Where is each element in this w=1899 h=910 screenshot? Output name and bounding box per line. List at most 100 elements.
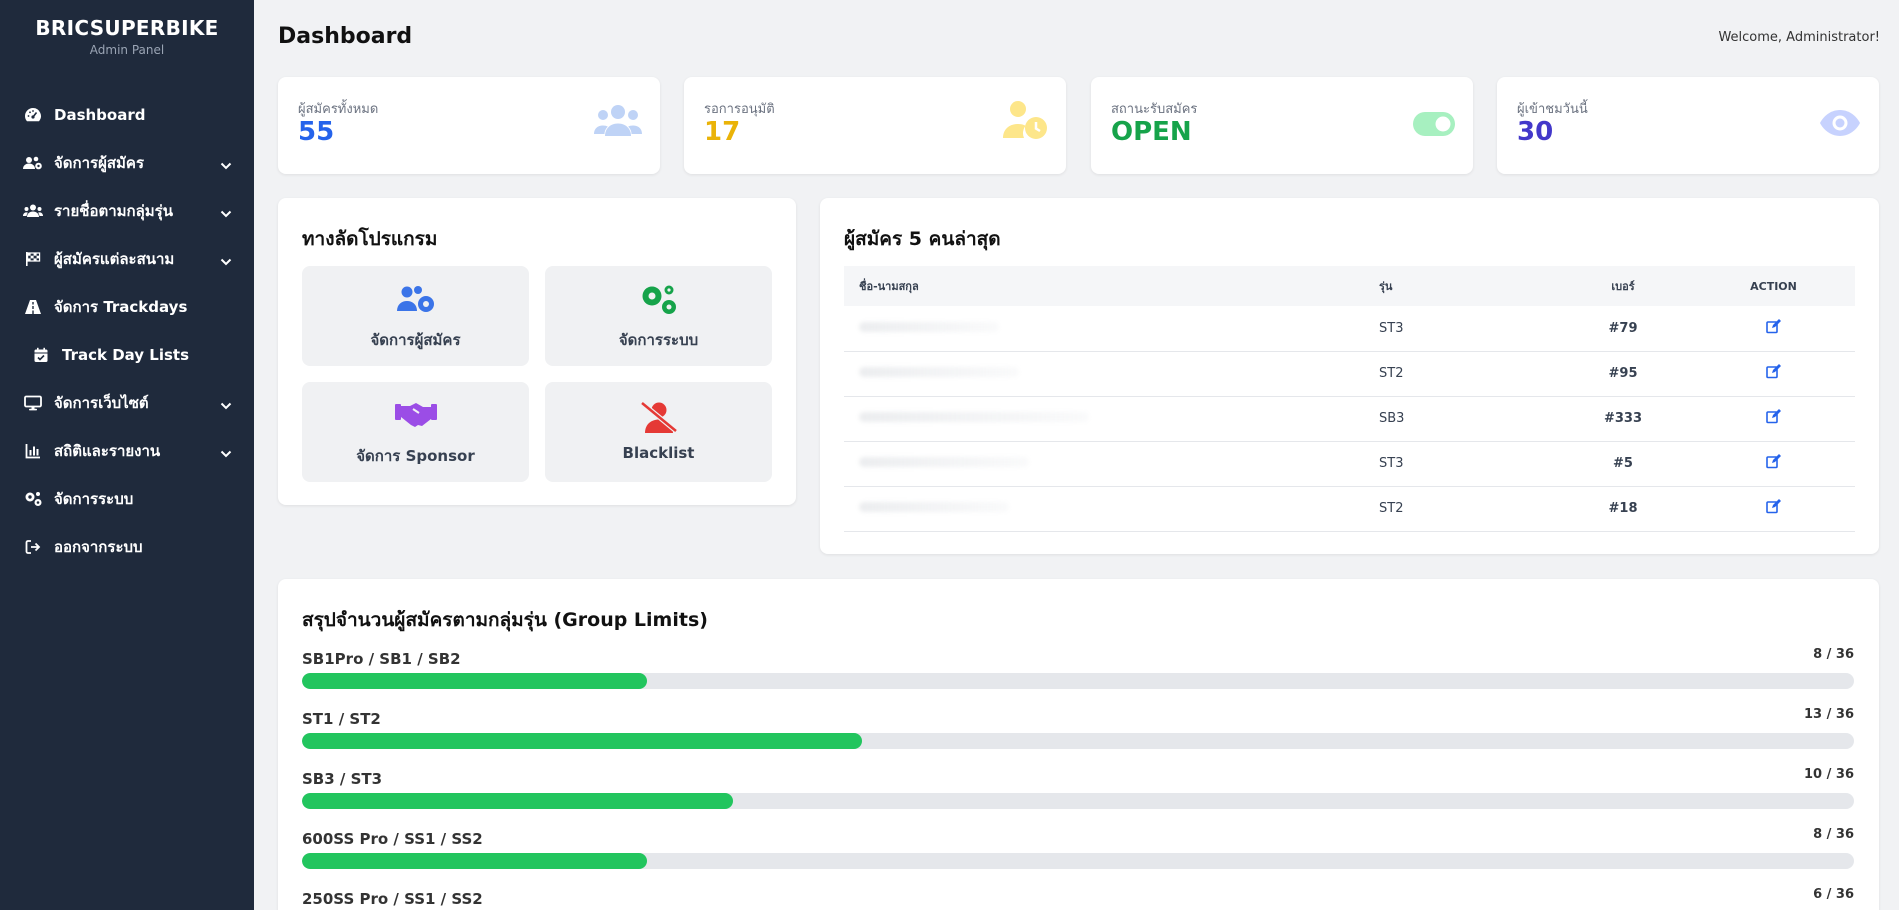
table-row: ST3 #5 — [844, 441, 1855, 487]
sidebar-item-label: ออกจากระบบ — [54, 538, 143, 556]
toggle-on-icon — [1413, 112, 1455, 140]
sidebar-item-group-list[interactable]: รายชื่อตามกลุ่มรุ่น — [0, 187, 254, 235]
road-icon — [22, 299, 44, 315]
users-icon — [22, 203, 44, 219]
edit-icon[interactable] — [1766, 454, 1781, 473]
progress-track — [302, 733, 1854, 749]
sidebar-item-label: ผู้สมัครแต่ละสนาม — [54, 250, 175, 268]
edit-icon[interactable] — [1766, 409, 1781, 428]
group-limits-title: สรุปจำนวนผู้สมัครตามกลุ่มรุ่น (Group Lim… — [302, 609, 708, 631]
group-count: 10 / 36 — [1804, 767, 1854, 782]
progress-fill — [302, 733, 863, 749]
group-count: 13 / 36 — [1804, 707, 1854, 722]
user-clock-icon — [1002, 100, 1048, 144]
stat-card-registration-status: สถานะรับสมัคร OPEN — [1091, 77, 1473, 174]
users-gear-icon — [302, 284, 529, 314]
flag-checkered-icon — [22, 251, 44, 267]
stat-value: OPEN — [1111, 117, 1192, 147]
group-label: 250SS Pro / SS1 / SS2 — [302, 890, 483, 908]
sidebar-item-label: Dashboard — [54, 106, 146, 124]
table-row: ST2 #18 — [844, 486, 1855, 532]
progress-fill — [302, 673, 647, 689]
table-row: SB3 #333 — [844, 396, 1855, 442]
group-count: 8 / 36 — [1813, 827, 1854, 842]
user-slash-icon — [545, 400, 772, 434]
group-count: 8 / 36 — [1813, 647, 1854, 662]
shortcut-system-settings[interactable]: จัดการระบบ — [545, 266, 772, 366]
sidebar-item-label: สถิติและรายงาน — [54, 442, 161, 460]
edit-button[interactable] — [1692, 306, 1855, 352]
shortcut-blacklist[interactable]: Blacklist — [545, 382, 772, 482]
page-title: Dashboard — [278, 24, 413, 49]
column-header-number: เบอร์ — [1554, 266, 1692, 306]
sidebar-item-statistics[interactable]: สถิติและรายงาน — [0, 427, 254, 475]
group-label: ST1 / ST2 — [302, 710, 381, 728]
progress-fill — [302, 853, 647, 869]
chevron-down-icon — [220, 444, 232, 462]
group-label: SB1Pro / SB1 / SB2 — [302, 650, 461, 668]
progress-track — [302, 673, 1854, 689]
applicant-number: #18 — [1554, 486, 1692, 532]
table-header-row: ชื่อ-นามสกุล รุ่น เบอร์ ACTION — [844, 266, 1855, 306]
shortcut-manage-applicants[interactable]: จัดการผู้สมัคร — [302, 266, 529, 366]
sidebar-item-manage-applicants[interactable]: จัดการผู้สมัคร — [0, 139, 254, 187]
edit-button[interactable] — [1692, 351, 1855, 397]
applicant-name-redacted — [844, 306, 1364, 352]
edit-icon[interactable] — [1766, 499, 1781, 518]
welcome-message: Welcome, Administrator! — [1718, 30, 1880, 45]
shortcut-label: จัดการผู้สมัคร — [370, 331, 461, 349]
sign-out-icon — [22, 539, 44, 555]
applicant-class: SB3 — [1364, 396, 1554, 442]
sidebar-item-label: จัดการเว็บไซต์ — [54, 394, 149, 412]
sidebar-item-manage-website[interactable]: จัดการเว็บไซต์ — [0, 379, 254, 427]
shortcuts-title: ทางลัดโปรแกรม — [302, 228, 438, 250]
sidebar-item-applicants-per-track[interactable]: ผู้สมัครแต่ละสนาม — [0, 235, 254, 283]
sidebar-item-logout[interactable]: ออกจากระบบ — [0, 523, 254, 571]
gears-icon — [545, 284, 772, 316]
stat-card-pending-approval: รอการอนุมัติ 17 — [684, 77, 1066, 174]
sidebar-item-track-day-lists[interactable]: Track Day Lists — [0, 331, 254, 379]
sidebar: BRICSUPERBIKE Admin Panel Dashboard จัดก… — [0, 0, 254, 910]
applicant-number: #5 — [1554, 441, 1692, 487]
gears-icon — [22, 491, 44, 507]
shortcut-label: จัดการระบบ — [618, 331, 699, 349]
sidebar-item-system-settings[interactable]: จัดการระบบ — [0, 475, 254, 523]
edit-button[interactable] — [1692, 486, 1855, 532]
edit-button[interactable] — [1692, 396, 1855, 442]
edit-icon[interactable] — [1766, 318, 1781, 338]
sidebar-nav: Dashboard จัดการผู้สมัคร รายชื่อตามกลุ่ม… — [0, 91, 254, 571]
shortcut-label: Blacklist — [622, 444, 695, 462]
sidebar-item-label: จัดการระบบ — [54, 490, 134, 508]
chevron-down-icon — [220, 204, 232, 222]
sidebar-item-label: รายชื่อตามกลุ่มรุ่น — [54, 202, 173, 220]
applicant-number: #79 — [1554, 306, 1692, 352]
stat-label: ผู้เข้าชมวันนี้ — [1517, 102, 1588, 117]
stat-value: 55 — [298, 117, 335, 147]
sidebar-item-dashboard[interactable]: Dashboard — [0, 91, 254, 139]
sidebar-item-manage-trackdays[interactable]: จัดการ Trackdays — [0, 283, 254, 331]
edit-button[interactable] — [1692, 441, 1855, 487]
shortcut-manage-sponsor[interactable]: จัดการ Sponsor — [302, 382, 529, 482]
desktop-icon — [22, 395, 44, 411]
stat-card-total-applicants: ผู้สมัครทั้งหมด 55 — [278, 77, 660, 174]
group-limits-card: สรุปจำนวนผู้สมัครตามกลุ่มรุ่น (Group Lim… — [278, 579, 1879, 910]
applicant-name-redacted — [844, 486, 1364, 532]
gauge-icon — [22, 107, 44, 123]
chevron-down-icon — [220, 396, 232, 414]
applicant-class: ST3 — [1364, 306, 1554, 352]
applicant-class: ST2 — [1364, 351, 1554, 397]
stat-card-visitors-today: ผู้เข้าชมวันนี้ 30 — [1497, 77, 1879, 174]
eye-icon — [1819, 109, 1861, 141]
progress-track — [302, 853, 1854, 869]
edit-icon[interactable] — [1766, 364, 1781, 383]
stat-label: สถานะรับสมัคร — [1111, 102, 1198, 117]
progress-fill — [302, 793, 734, 809]
shortcuts-card: ทางลัดโปรแกรม จัดการผู้สมัคร จัดการระบบ … — [278, 198, 796, 505]
applicant-number: #333 — [1554, 396, 1692, 442]
recent-applicants-table: ชื่อ-นามสกุล รุ่น เบอร์ ACTION ST3 #79 S… — [844, 266, 1855, 532]
sidebar-item-label: จัดการผู้สมัคร — [54, 154, 145, 172]
applicant-name-redacted — [844, 441, 1364, 487]
column-header-name: ชื่อ-นามสกุล — [844, 266, 1364, 306]
column-header-action: ACTION — [1692, 266, 1855, 306]
table-row: ST2 #95 — [844, 351, 1855, 397]
